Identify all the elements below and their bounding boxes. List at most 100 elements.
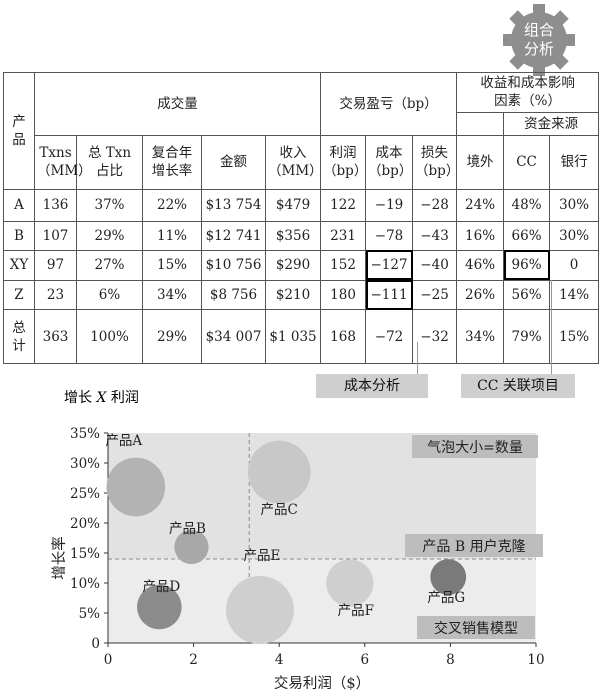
table-cell: 231 — [320, 220, 367, 251]
table-cell: $8 756 — [201, 279, 266, 311]
table-cell: $356 — [264, 220, 322, 251]
col-header: 利润 （bp） — [320, 135, 367, 190]
y-tick-label: 10% — [70, 576, 100, 592]
bubble — [137, 584, 182, 630]
col-header: 总 Txn 占比 — [76, 135, 143, 190]
x-tick-label: 4 — [275, 652, 284, 668]
table-cell: 34% — [456, 309, 505, 364]
bubble — [430, 559, 467, 595]
header-blank — [456, 111, 505, 137]
table-cell: $290 — [264, 249, 322, 281]
y-tick-label: 0 — [91, 636, 100, 652]
table-cell: 11% — [142, 220, 202, 251]
col-header: 收入 （MM） — [264, 135, 323, 190]
cc-project-label: CC 关联项目 — [461, 374, 575, 398]
table-cell: 180 — [320, 279, 367, 311]
table-cell: 96% — [503, 249, 551, 281]
table-cell: −40 — [412, 249, 458, 281]
table-cell: −72 — [365, 309, 414, 364]
product-table: 产品 成交量 交易盈亏（bp） 收益和成本影响 因素（%） 资金来源 Txns （M… — [3, 71, 600, 364]
col-header: Txns （MM） — [34, 135, 92, 190]
bubble-label: 产品C — [261, 502, 298, 518]
quadrant-label: 气泡大小=数量 — [427, 440, 523, 456]
table-cell: 14% — [549, 279, 600, 311]
growth-profit-chart: 增长 X 利润 0 5% 10% 15% 20% 25% 30% 35% 0 2 4 6 8 10 交易利润… — [51, 390, 545, 692]
table-cell: 26% — [456, 279, 505, 311]
table-cell: 100% — [76, 309, 143, 364]
table-cell: 27% — [76, 249, 143, 281]
table-cell: −78 — [365, 220, 414, 251]
table-cell: 30% — [549, 220, 600, 251]
table-cell: 79% — [503, 309, 551, 364]
table-cell: 97 — [34, 249, 77, 281]
table-cell: −28 — [412, 188, 458, 222]
table-cell: 16% — [456, 220, 505, 251]
table-cell: 15% — [549, 309, 600, 364]
table-cell: 29% — [76, 220, 143, 251]
badge-line1: 组合 — [523, 21, 554, 39]
table-cell: −43 — [412, 220, 458, 251]
x-tick-label: 2 — [189, 652, 198, 668]
gear-icon — [503, 4, 575, 76]
row-name: Z — [3, 279, 35, 311]
table-cell: $1 035 — [264, 309, 322, 364]
y-tick-label: 5% — [79, 606, 101, 622]
table-cell: 23 — [34, 279, 77, 311]
header-product: 产品 — [3, 72, 35, 190]
table-cell: 48% — [503, 188, 551, 222]
x-tick-label: 6 — [361, 652, 370, 668]
row-name: B — [3, 220, 35, 251]
table-cell: −19 — [365, 188, 414, 222]
y-axis-label: 增长率 — [51, 536, 68, 580]
table-cell: $210 — [264, 279, 322, 311]
row-name: A — [3, 188, 35, 222]
table-cell: 15% — [142, 249, 202, 281]
table-cell: −127 — [365, 249, 414, 281]
header-funding: 资金来源 — [503, 111, 600, 137]
x-tick-label: 10 — [527, 652, 544, 668]
table-cell: −25 — [412, 279, 458, 311]
table-cell: 0 — [549, 249, 600, 281]
table-cell: 122 — [320, 188, 367, 222]
bubble — [174, 529, 209, 565]
table-cell: 29% — [142, 309, 202, 364]
header-factor: 收益和成本影响 因素（%） — [456, 72, 600, 113]
table-row: B 107 29% 11% $12 741 $356 231 −78 −43 16% 66% 30% — [3, 220, 600, 251]
table-row: Z 23 6% 34% $8 756 $210 180 −111 −25 26% 56% 14% — [3, 279, 600, 311]
table-cell: −32 — [412, 309, 458, 364]
table-cell: 37% — [76, 188, 143, 222]
table-cell: −111 — [365, 279, 414, 311]
col-header: 银行 — [549, 135, 600, 190]
table-row: 总计 363 100% 29% $34 007 $1 035 168 −72 −32 34% 79%… — [3, 309, 600, 364]
quadrant-label-box — [405, 534, 543, 557]
bubble-label: 产品E — [244, 548, 281, 564]
bubble-label: 产品A — [105, 433, 142, 449]
table-cell: 46% — [456, 249, 505, 281]
table-cell: $10 756 — [201, 249, 266, 281]
quadrant-label: 交叉销售模型 — [434, 620, 518, 637]
quadrant-label-box — [417, 616, 535, 639]
table-row: XY 97 27% 15% $10 756 $290 152 −127 −40 46% 96% 0 — [3, 249, 600, 281]
cc-connector — [551, 280, 552, 374]
col-header: 损失 （bp） — [412, 135, 459, 190]
row-name: 总计 — [3, 309, 35, 364]
y-tick-label: 20% — [70, 516, 100, 532]
row-name: XY — [3, 249, 35, 281]
col-header: 境外 — [456, 135, 505, 190]
x-tick-label: 8 — [446, 652, 455, 668]
table-cell: 22% — [142, 188, 202, 222]
header-pnl: 交易盈亏（bp） — [320, 71, 458, 137]
table-cell: 363 — [34, 309, 77, 364]
bubble-label: 产品B — [169, 521, 206, 537]
table-cell: 66% — [503, 220, 551, 251]
col-header: 复合年 增长率 — [142, 135, 202, 190]
badge-line2: 分析 — [523, 40, 554, 58]
table-cell: $12 741 — [201, 220, 266, 251]
bubble-label: 产品G — [427, 590, 465, 606]
table-cell: $13 754 — [201, 188, 266, 222]
bubble-label: 产品D — [142, 579, 180, 595]
bubble — [106, 457, 166, 517]
header-volume: 成交量 — [33, 71, 322, 137]
table-row: A 136 37% 22% $13 754 $479 122 −19 −28 24% 48% 30% — [3, 188, 600, 222]
table-cell: 152 — [320, 249, 367, 281]
